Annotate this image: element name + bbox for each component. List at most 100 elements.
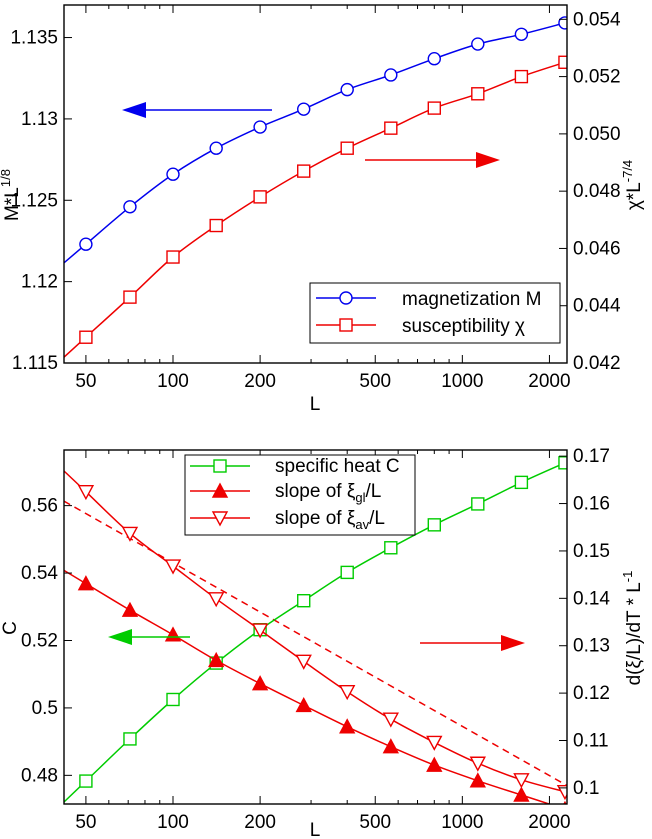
bottom-plot-area (64, 456, 567, 804)
top-legend: magnetization M susceptibility χ (309, 282, 561, 344)
top-legend-samples (316, 291, 376, 332)
top-series-0-point-8 (427, 52, 442, 66)
bottom-x-tick-label-100: 100 (157, 812, 189, 833)
top-legend-box (309, 282, 561, 344)
bottom-yl-tick-label-3: 0.54 (21, 563, 58, 584)
top-right-axis-label: χ*L-7/4 (620, 160, 645, 210)
bottom-series-2-point-10 (513, 773, 530, 789)
bottom-series-1-point-6 (339, 718, 356, 734)
top-yr-tick-label-3: 0.048 (573, 181, 621, 202)
bottom-yr-tick-label-2: 0.12 (573, 683, 610, 704)
bottom-series-1-point-3 (208, 651, 225, 668)
bottom-marks (64, 456, 567, 804)
top-x-axis-label: L (310, 394, 321, 415)
bottom-arrow-right-head (501, 635, 525, 651)
top-right-y-ticks: 0.042 0.044 0.046 0.048 0.050 0.052 0.054 (559, 9, 621, 374)
top-series-1-point-4 (253, 190, 267, 204)
slope-av-label-sub: av (355, 517, 369, 532)
bottom-series-0-point-5 (297, 594, 311, 608)
bottom-arrow-left (108, 629, 190, 645)
top-series-0-point-11 (558, 16, 567, 30)
bottom-legend-label-slope-gl: slope of ξgl/L (275, 481, 381, 505)
top-plot-area (64, 16, 567, 358)
bottom-x-axis-label: L (310, 820, 321, 839)
bottom-yr-tick-label-7: 0.17 (573, 446, 610, 467)
top-x-tick-label-100: 100 (157, 371, 189, 392)
top-series-0-point-3 (209, 141, 223, 155)
top-series-1-point-2 (166, 250, 180, 264)
bottom-series-1-point-9 (469, 772, 486, 788)
bottom-series-1-line (64, 569, 552, 804)
top-x-tick-label-50: 50 (75, 371, 96, 392)
top-yl-tick-label-3: 1.13 (21, 109, 58, 130)
top-series-1-point-6 (340, 141, 354, 155)
top-yl-tick-label-2: 1.125 (10, 190, 58, 211)
top-left-axis-label-sup: 1/8 (0, 169, 13, 187)
top-left-axis-label: M*L1/8 (0, 169, 23, 221)
top-plot-frame (63, 4, 568, 364)
top-arrow-left (122, 102, 272, 118)
bottom-series-1-point-5 (295, 696, 312, 713)
bottom-series-1-point-2 (164, 626, 182, 642)
slope-av-label-pre: slope of ξ (275, 508, 356, 529)
bottom-right-axis-label: d(ξ/L)/dT * L-1 (620, 571, 645, 686)
bottom-dashed-fit-line (64, 500, 567, 787)
bottom-right-y-ticks: 0.1 0.11 0.12 0.13 0.14 0.15 0.16 0.17 (559, 446, 610, 799)
bottom-yl-tick-label-0: 0.48 (21, 765, 58, 786)
bottom-right-axis-label-sup: -1 (620, 571, 635, 583)
bottom-series-1-point-8 (426, 756, 443, 772)
top-series-0-point-9 (471, 37, 485, 51)
top-yl-tick-label-1: 1.12 (21, 272, 58, 293)
bottom-series-2-point-11 (556, 784, 567, 801)
slope-gl-label-pre: slope of ξ (275, 481, 356, 502)
top-right-axis-label-main: χ*L (624, 182, 645, 210)
bottom-series-0-point-10 (514, 475, 529, 490)
bottom-legend: specific heat C slope of ξgl/L slope of … (184, 454, 416, 536)
bottom-series-0-point-0 (79, 774, 93, 788)
bottom-legend-samples (190, 459, 250, 527)
bottom-series-1-point-7 (382, 738, 399, 754)
top-arrow-right-head (476, 152, 500, 168)
bottom-series-2-point-0 (77, 485, 95, 501)
top-right-axis-label-sup: -7/4 (620, 160, 635, 182)
top-series-0-point-10 (514, 27, 529, 41)
slope-gl-label-sub: gl (355, 490, 365, 505)
top-arrow-right (365, 152, 500, 168)
bottom-x-tick-label-1000: 1000 (441, 812, 483, 833)
bottom-series-0-point-8 (427, 518, 442, 532)
bottom-series-2-point-9 (469, 756, 486, 772)
top-series-0-line (64, 22, 566, 264)
bottom-series-0-point-2 (166, 692, 180, 707)
top-marks (64, 16, 567, 358)
top-x-tick-label-500: 500 (359, 371, 391, 392)
bottom-legend-label-specific-heat: specific heat C (275, 456, 400, 477)
top-legend-marker-susceptibility (339, 318, 353, 332)
bottom-series-0-point-11 (558, 456, 567, 470)
top-left-y-ticks: 1.115 1.12 1.125 1.13 1.135 (10, 28, 72, 374)
top-yr-tick-label-5: 0.052 (573, 67, 621, 88)
bottom-right-axis-label-main: d(ξ/L)/dT * L (624, 582, 645, 685)
bottom-x-tick-label-200: 200 (244, 812, 276, 833)
top-series-1-point-5 (297, 164, 311, 178)
top-yr-tick-label-1: 0.044 (573, 296, 621, 317)
bottom-series-2-point-1 (121, 526, 139, 542)
top-series-1-point-1 (123, 290, 137, 304)
bottom-x-tick-label-2000: 2000 (528, 812, 570, 833)
bottom-yl-tick-label-4: 0.56 (21, 496, 58, 517)
bottom-yr-tick-label-3: 0.13 (573, 636, 610, 657)
bottom-series-2-point-6 (339, 684, 356, 701)
chart-bottom: 50 100 200 500 1000 2000 0.480.50.520.540.56 … (0, 446, 645, 839)
top-series-1-point-9 (471, 87, 485, 101)
top-yr-tick-label-6: 0.054 (573, 9, 621, 30)
top-yl-tick-label-0: 1.115 (12, 353, 58, 374)
top-series-1-point-8 (427, 101, 442, 115)
bottom-x-ticks: 50 100 200 500 1000 2000 (75, 450, 571, 833)
bottom-legend-marker-0 (213, 459, 227, 473)
slope-gl-label-post: /L (365, 481, 381, 502)
bottom-arrow-right (420, 635, 525, 651)
bottom-series-2-point-8 (426, 735, 443, 751)
top-series-1-point-11 (558, 55, 567, 69)
bottom-arrow-left-head (108, 629, 132, 645)
top-series-0-point-7 (384, 68, 398, 82)
